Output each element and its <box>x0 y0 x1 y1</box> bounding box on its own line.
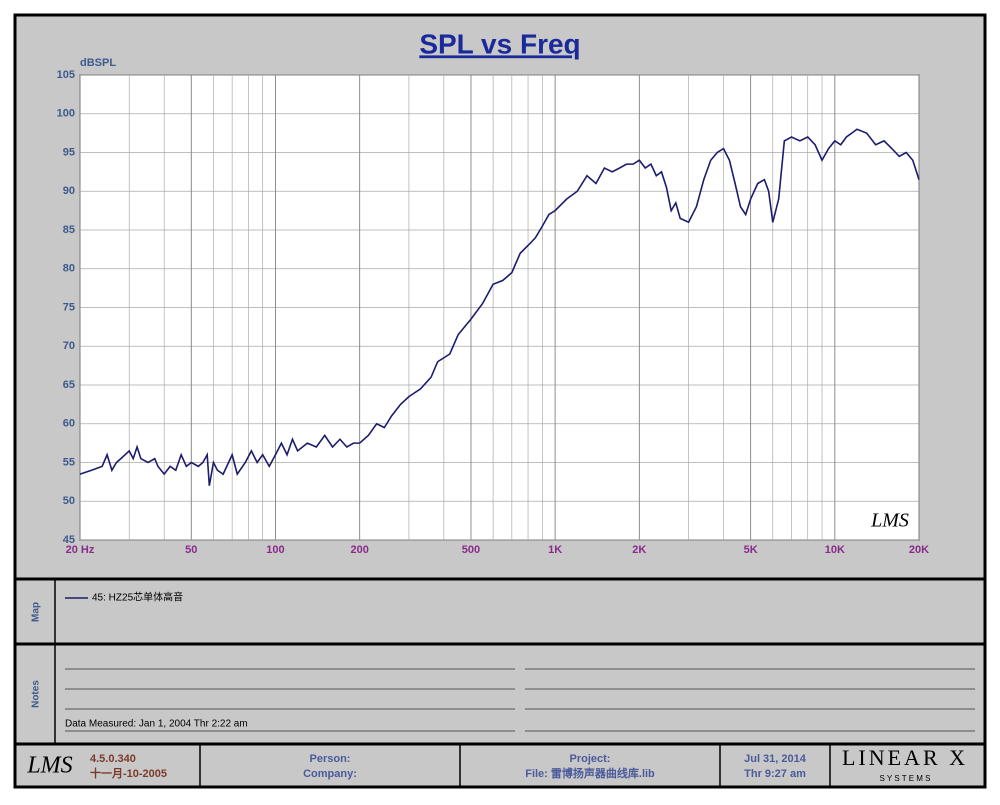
panel-label: Notes <box>31 680 42 708</box>
legend-entry: 45: HZ25芯单体高音 <box>92 591 183 604</box>
y-tick-label: 100 <box>57 108 75 120</box>
y-tick-label: 105 <box>57 69 75 81</box>
footer-dividers <box>199 744 831 787</box>
x-tick-label: 20 Hz <box>66 544 95 556</box>
x-tick-label: 50 <box>185 544 197 556</box>
y-axis-label: dBSPL <box>80 57 116 69</box>
y-tick-label: 65 <box>63 379 75 391</box>
version: 4.5.0.340 <box>90 753 136 765</box>
date: Jul 31, 2014 <box>744 753 807 765</box>
y-tick-label: 70 <box>63 340 75 352</box>
brand-sub: S Y S T E M S <box>880 774 931 783</box>
y-tick-label: 85 <box>63 224 75 236</box>
project: Project: <box>570 753 611 765</box>
y-tick-label: 90 <box>63 185 75 197</box>
notes-text: Data Measured: Jan 1, 2004 Thr 2:22 am <box>65 719 248 730</box>
x-tick-label: 100 <box>266 544 284 556</box>
y-tick-label: 55 <box>63 456 75 468</box>
panel-label: Map <box>31 602 42 622</box>
file: File: 雷博扬声器曲线库.lib <box>525 766 655 780</box>
logo: LMS <box>26 753 72 779</box>
build-date: 十一月-10-2005 <box>90 766 167 780</box>
y-tick-label: 75 <box>63 301 75 313</box>
y-tick-label: 50 <box>63 495 75 507</box>
x-tick-label: 200 <box>350 544 368 556</box>
y-tick-label: 60 <box>63 418 75 430</box>
watermark: LMS <box>870 510 909 532</box>
chart-title: SPL vs Freq <box>419 28 580 59</box>
x-tick-label: 5K <box>744 544 758 556</box>
company: Company: <box>303 768 357 780</box>
person: Person: <box>310 753 351 765</box>
y-tick-label: 45 <box>63 534 75 546</box>
y-tick-label: 80 <box>63 263 75 275</box>
x-tick-label: 10K <box>825 544 845 556</box>
x-tick-label: 1K <box>548 544 562 556</box>
brand: LINEAR X <box>842 745 968 770</box>
time: Thr 9:27 am <box>744 768 806 780</box>
y-tick-label: 95 <box>63 146 75 158</box>
data-line <box>79 128 920 486</box>
x-tick-label: 20K <box>909 544 929 556</box>
x-tick-label: 500 <box>462 544 480 556</box>
note-lines <box>65 668 975 732</box>
x-tick-label: 2K <box>632 544 646 556</box>
